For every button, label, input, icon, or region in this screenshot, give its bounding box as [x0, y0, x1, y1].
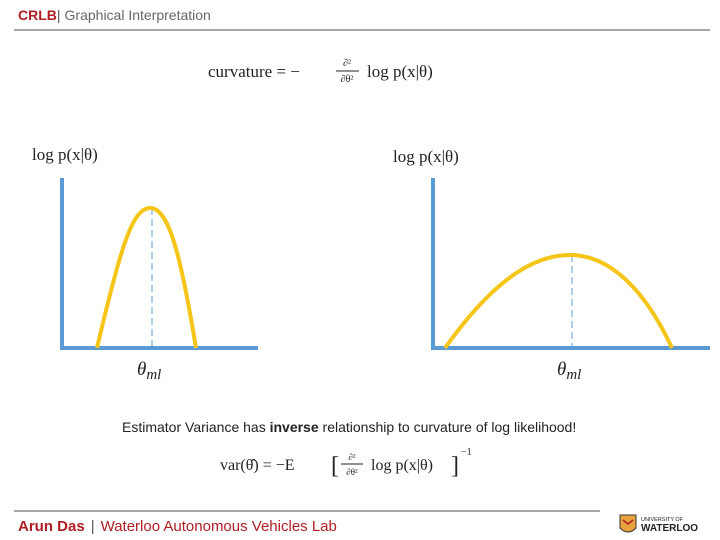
header-separator: |: [57, 7, 61, 23]
bracket: [: [331, 453, 339, 479]
axes: [431, 178, 710, 350]
bracket: ]: [451, 453, 459, 479]
likelihood-curve: [95, 205, 198, 349]
formula-numerator: ∂²: [348, 452, 355, 462]
variance-lhs: var(θ̂) = −E: [220, 457, 295, 474]
footer-author: Arun Das: [18, 518, 85, 535]
statement: Estimator Variance has inverse relations…: [122, 419, 576, 435]
axes: [60, 178, 258, 350]
formula-lhs: curvature = −: [208, 62, 300, 81]
footer-lab: Waterloo Autonomous Vehicles Lab: [101, 518, 337, 535]
statement-emphasis: inverse: [270, 419, 319, 435]
footer: Arun Das | Waterloo Autonomous Vehicles La…: [18, 518, 337, 535]
theta: θ: [557, 359, 566, 380]
x-axis-label: θml: [137, 359, 161, 383]
theta: θ: [137, 359, 146, 380]
header: CRLB| Graphical Interpretation: [18, 7, 211, 23]
formula-denominator: ∂θ²: [341, 74, 354, 85]
curvature-formula: curvature = −: [208, 62, 300, 81]
footer-separator: |: [91, 518, 95, 535]
formula-denominator: ∂θ²: [346, 467, 358, 477]
logo-text: WATERLOO: [641, 523, 698, 534]
likelihood-curve: [443, 252, 674, 350]
variance-rhs: log p(x|θ): [371, 457, 433, 474]
y-axis-label: log p(x|θ): [393, 147, 459, 166]
statement-text: relationship to curvature of log likelih…: [319, 419, 577, 435]
subscript: ml: [146, 367, 161, 383]
statement-text: Estimator Variance has: [122, 419, 270, 435]
formula-rhs: log p(x|θ): [367, 62, 433, 81]
exponent: −1: [461, 447, 472, 458]
y-axis-label: log p(x|θ): [32, 145, 98, 164]
subscript: ml: [566, 367, 581, 383]
header-tag: CRLB: [18, 7, 57, 23]
logo-text: UNIVERSITY OF: [641, 517, 684, 523]
university-logo: UNIVERSITY OF WATERLOO: [619, 514, 698, 534]
header-title: Graphical Interpretation: [65, 7, 211, 23]
x-axis-label: θml: [557, 359, 581, 383]
logo-mark: [622, 519, 634, 525]
formula-numerator: ∂²: [343, 58, 351, 69]
